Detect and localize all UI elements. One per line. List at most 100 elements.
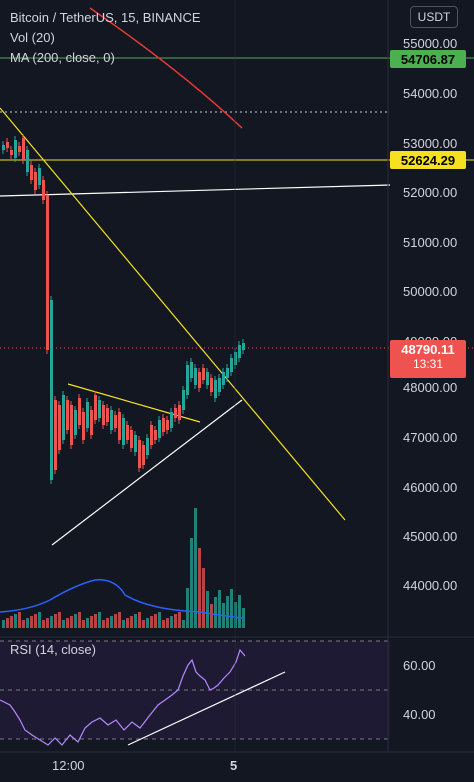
volume-bar xyxy=(50,616,53,628)
volume-bar xyxy=(126,618,129,628)
candle-body xyxy=(158,420,161,438)
candle-body xyxy=(66,400,69,430)
volume-bar xyxy=(182,620,185,628)
candle-body xyxy=(218,378,221,392)
candle-body xyxy=(62,395,65,440)
volume-bar xyxy=(110,616,113,628)
candle-countdown: 13:31 xyxy=(412,357,444,371)
volume-bar xyxy=(54,614,57,628)
candle-body xyxy=(50,300,53,480)
candle-body xyxy=(134,435,137,452)
price-tick: 47000.00 xyxy=(403,430,458,445)
candle-body xyxy=(170,412,173,428)
candle-body xyxy=(94,395,97,420)
candle-body xyxy=(122,418,125,445)
ma-line xyxy=(89,7,243,129)
candle-body xyxy=(18,146,21,152)
volume-bar xyxy=(154,614,157,628)
volume-bar xyxy=(134,614,137,628)
volume-bar xyxy=(34,614,37,628)
time-label-day: 5 xyxy=(230,758,238,773)
rsi-trendline xyxy=(127,671,286,746)
volume-bar xyxy=(62,620,65,628)
volume-bar xyxy=(218,590,221,628)
volume-bar xyxy=(82,620,85,628)
currency-button[interactable]: USDT xyxy=(410,6,458,28)
yellow-price-tag: 52624.29 xyxy=(390,151,466,169)
volume-bar xyxy=(198,548,201,628)
volume-bars xyxy=(2,508,245,628)
candle-body xyxy=(82,412,85,440)
candle-body xyxy=(138,440,141,468)
price-tick: 50000.00 xyxy=(403,284,458,299)
volume-bar xyxy=(30,616,33,628)
symbol-title[interactable]: Bitcoin / TetherUS, 15, BINANCE xyxy=(10,10,201,25)
volume-bar xyxy=(38,612,41,628)
candle-body xyxy=(102,405,105,425)
volume-bar xyxy=(178,612,181,628)
green-price-tag: 54706.87 xyxy=(390,50,466,68)
current-price-value: 48790.11 xyxy=(401,342,455,357)
volume-bar xyxy=(98,612,101,628)
candle-body xyxy=(226,368,229,378)
volume-bar xyxy=(194,508,197,628)
candle-body xyxy=(58,405,61,450)
rising-support-line xyxy=(51,399,243,546)
candle-body xyxy=(110,410,113,430)
candle-body xyxy=(222,372,225,385)
candle-body xyxy=(190,362,193,378)
volume-bar xyxy=(94,614,97,628)
candle-body xyxy=(182,390,185,410)
volume-bar xyxy=(66,618,69,628)
candle-body xyxy=(214,380,217,398)
volume-bar xyxy=(206,591,209,628)
candle-body xyxy=(162,418,165,432)
volume-bar xyxy=(58,612,61,628)
candle-body xyxy=(238,345,241,358)
candle-body xyxy=(54,400,57,470)
rsi-indicator-label[interactable]: RSI (14, close) xyxy=(10,642,96,657)
volume-bar xyxy=(210,604,213,628)
candle-body xyxy=(30,165,33,180)
volume-bar xyxy=(18,612,21,628)
candle-body xyxy=(234,352,237,365)
volume-bar xyxy=(186,588,189,628)
volume-bar xyxy=(238,595,241,628)
candle-body xyxy=(230,358,233,372)
volume-bar xyxy=(158,612,161,628)
volume-bar xyxy=(226,596,229,628)
volume-bar xyxy=(74,614,77,628)
price-tick: 54000.00 xyxy=(403,86,458,101)
current-price-tag: 48790.11 13:31 xyxy=(390,340,466,378)
volume-bar xyxy=(102,620,105,628)
volume-bar xyxy=(202,568,205,628)
volume-bar xyxy=(6,618,9,628)
candle-body xyxy=(74,410,77,435)
volume-bar xyxy=(26,618,29,628)
price-tick: 48000.00 xyxy=(403,380,458,395)
price-tick: 52000.00 xyxy=(403,185,458,200)
candle-body xyxy=(106,408,109,422)
candle-body xyxy=(14,140,17,158)
volume-bar xyxy=(242,608,245,628)
volume-bar xyxy=(130,616,133,628)
volume-indicator-label[interactable]: Vol (20) xyxy=(10,30,55,45)
price-tick: 51000.00 xyxy=(403,235,458,250)
candle-body xyxy=(154,430,157,440)
candle-body xyxy=(70,405,73,445)
volume-bar xyxy=(2,620,5,628)
volume-bar xyxy=(90,616,93,628)
volume-bar xyxy=(86,618,89,628)
volume-bar xyxy=(138,612,141,628)
descending-trendline xyxy=(0,107,346,521)
price-tick: 45000.00 xyxy=(403,529,458,544)
price-tick: 44000.00 xyxy=(403,578,458,593)
volume-ma-line xyxy=(0,579,243,619)
price-tick: 55000.00 xyxy=(403,36,458,51)
candle-body xyxy=(90,410,93,435)
candle-body xyxy=(146,438,149,455)
ma-indicator-label[interactable]: MA (200, close, 0) xyxy=(10,50,115,65)
volume-bar xyxy=(122,620,125,628)
volume-bar xyxy=(150,616,153,628)
